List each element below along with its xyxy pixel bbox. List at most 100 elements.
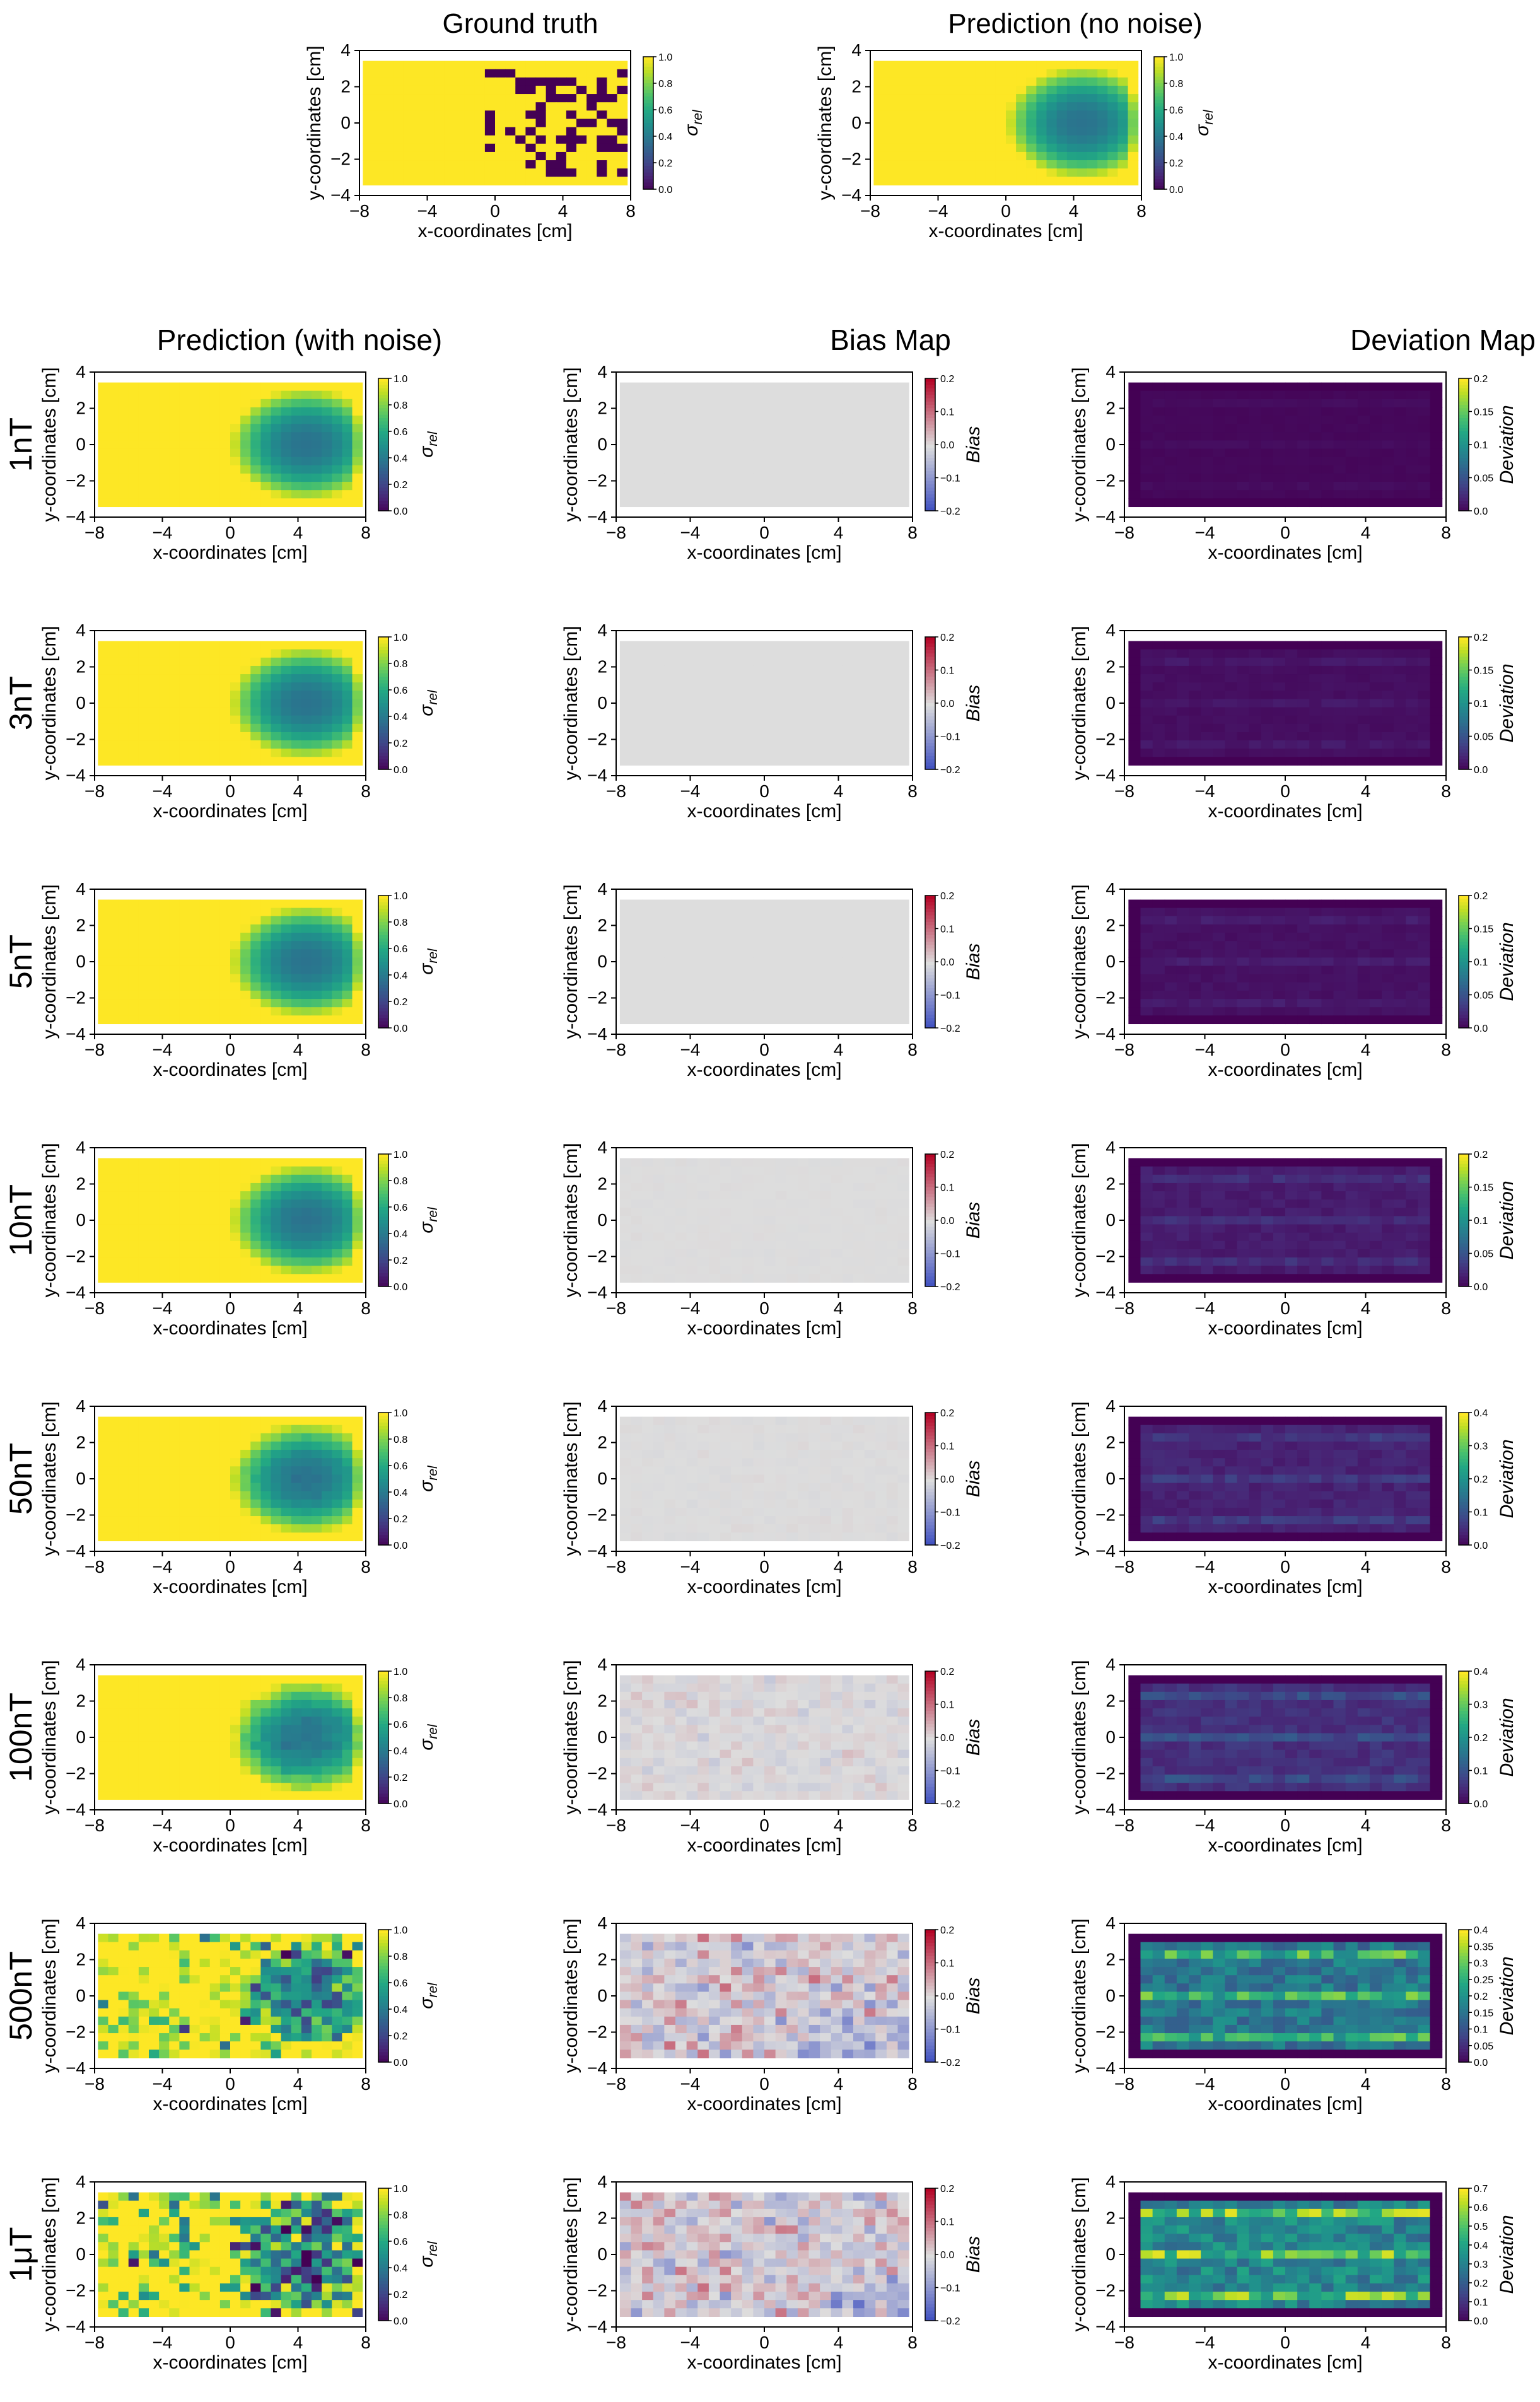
prediction-no-noise-panel-cell bbox=[914, 127, 925, 136]
prediction-panel-2-cell bbox=[240, 933, 251, 942]
bias-panel-2-cell bbox=[820, 990, 832, 1000]
deviation-panel-1-cell bbox=[1430, 749, 1443, 757]
prediction-panel-1-cell bbox=[169, 715, 180, 725]
ground-truth-panel-cell bbox=[484, 168, 496, 177]
prediction-no-noise-panel-colorbar-segment bbox=[1154, 86, 1164, 91]
bias-panel-0-cell bbox=[731, 407, 743, 416]
prediction-panel-0-cell bbox=[199, 399, 211, 408]
prediction-panel-2-cell bbox=[159, 999, 170, 1008]
prediction-panel-2-colorbar-segment bbox=[378, 975, 388, 979]
prediction-panel-1-cell bbox=[138, 740, 149, 749]
prediction-panel-0-cell bbox=[281, 399, 292, 408]
prediction-panel-0-cell bbox=[332, 432, 342, 441]
prediction-panel-2-cell bbox=[301, 949, 312, 959]
bias-panel-1-cell bbox=[786, 682, 798, 691]
prediction-panel-2-colorbar-segment bbox=[378, 952, 388, 956]
prediction-panel-0-cell bbox=[312, 465, 322, 474]
prediction-panel-0-cell bbox=[169, 482, 180, 491]
prediction-panel-0-cell bbox=[322, 498, 332, 508]
ground-truth-panel-cell bbox=[607, 94, 618, 103]
prediction-panel-2-cell bbox=[301, 974, 312, 983]
ground-truth-panel-colorbar-segment bbox=[643, 176, 653, 180]
prediction-no-noise-panel-cell bbox=[1026, 127, 1037, 136]
deviation-panel-1-cell bbox=[1249, 715, 1262, 725]
prediction-panel-1-cell bbox=[240, 657, 251, 667]
ground-truth-panel-cell bbox=[617, 69, 628, 78]
bias-panel-1-colorbar-segment bbox=[925, 693, 935, 697]
bias-panel-0-colorbar-segment bbox=[925, 477, 935, 482]
deviation-panel-2-cell bbox=[1430, 982, 1443, 991]
bias-panel-0-cell bbox=[831, 465, 843, 474]
bias-panel-1-cell bbox=[653, 699, 665, 708]
deviation-panel-1-colorbar-segment bbox=[1459, 743, 1469, 747]
deviation-panel-0-colorbar-segment bbox=[1459, 458, 1469, 462]
prediction-panel-2-cell bbox=[352, 899, 363, 909]
prediction-panel-0-cell bbox=[230, 390, 241, 400]
bias-panel-1-cell bbox=[864, 691, 876, 700]
bias-panel-2-cell bbox=[675, 974, 687, 983]
deviation-panel-2-cell bbox=[1213, 907, 1225, 917]
bias-panel-1-cell bbox=[720, 732, 732, 741]
prediction-panel-0-cell bbox=[108, 407, 119, 416]
bias-panel-0-cell bbox=[875, 424, 887, 433]
prediction-panel-0-cell bbox=[128, 448, 139, 458]
bias-panel-1-cell bbox=[820, 757, 832, 766]
prediction-panel-1-cell bbox=[332, 749, 342, 757]
ground-truth-panel-cell bbox=[505, 177, 516, 186]
deviation-panel-0-cell bbox=[1321, 448, 1334, 458]
prediction-panel-1-cell bbox=[108, 691, 119, 700]
deviation-panel-1-cell bbox=[1430, 657, 1443, 667]
y-tick-label: 4 bbox=[76, 621, 86, 640]
bias-panel-2-colorbar-segment bbox=[925, 991, 935, 996]
ground-truth-panel-cell bbox=[444, 119, 455, 128]
bias-panel-1-cell bbox=[708, 715, 721, 725]
prediction-panel-2-cell bbox=[312, 899, 322, 909]
deviation-panel-1-cell bbox=[1297, 732, 1310, 741]
prediction-panel-1-colorbar-segment bbox=[378, 726, 388, 730]
bias-panel-1-cell bbox=[886, 649, 899, 658]
bias-panel-1-cell bbox=[664, 657, 676, 667]
prediction-panel-0-cell bbox=[179, 407, 190, 416]
bias-panel-0-cell bbox=[831, 390, 843, 400]
deviation-panel-0-cell bbox=[1176, 416, 1189, 424]
prediction-no-noise-panel-colorbar-segment bbox=[1154, 129, 1164, 134]
prediction-no-noise-panel-cell bbox=[1087, 168, 1098, 177]
prediction-no-noise-panel-colorbar-segment bbox=[1154, 83, 1164, 87]
bias-panel-0-cell bbox=[775, 440, 787, 450]
prediction-no-noise-panel-cell bbox=[1128, 160, 1139, 169]
prediction-no-noise-panel-cell bbox=[1066, 94, 1078, 103]
bias-panel-0-colorbar-segment bbox=[925, 467, 935, 472]
deviation-panel-0-cell bbox=[1369, 440, 1382, 450]
deviation-panel-0-cell bbox=[1164, 407, 1177, 416]
bias-panel-2-cell bbox=[897, 933, 909, 942]
bias-panel-1-cell bbox=[697, 657, 709, 667]
prediction-panel-0-colorbar-segment bbox=[378, 481, 388, 485]
prediction-panel-0-cell bbox=[291, 482, 302, 491]
deviation-panel-0-cell bbox=[1213, 424, 1225, 433]
ground-truth-panel-cell bbox=[566, 177, 577, 186]
deviation-panel-2-cell bbox=[1140, 899, 1153, 909]
deviation-panel-2-cell bbox=[1201, 916, 1213, 925]
bias-panel-0-cell bbox=[842, 424, 854, 433]
ground-truth-panel-cell bbox=[454, 77, 465, 86]
deviation-panel-0-colorbar-segment bbox=[1459, 451, 1469, 455]
ground-truth-panel-cell bbox=[535, 110, 547, 120]
bias-panel-0-cell bbox=[619, 448, 632, 458]
bias-panel-0-cell bbox=[786, 424, 798, 433]
bias-panel-2-cell bbox=[864, 916, 876, 925]
prediction-panel-1-cell bbox=[301, 757, 312, 766]
deviation-panel-1-cell bbox=[1237, 707, 1250, 716]
bias-panel-1-cell bbox=[753, 715, 765, 725]
prediction-no-noise-panel-cell bbox=[1016, 85, 1027, 95]
ground-truth-panel-cell bbox=[586, 151, 597, 161]
bias-panel-2-cell bbox=[631, 933, 643, 942]
deviation-panel-0-colorbar-segment bbox=[1459, 392, 1469, 395]
bias-panel-0-cell bbox=[775, 457, 787, 466]
deviation-panel-0-colorbar-segment bbox=[1459, 424, 1469, 429]
bias-panel-2-cell bbox=[731, 1015, 743, 1025]
bias-panel-2-cell bbox=[631, 949, 643, 959]
bias-panel-1-cell bbox=[886, 657, 899, 667]
prediction-panel-2-cell bbox=[169, 899, 180, 909]
prediction-panel-2-cell bbox=[352, 990, 363, 1000]
bias-panel-0-cell bbox=[842, 465, 854, 474]
